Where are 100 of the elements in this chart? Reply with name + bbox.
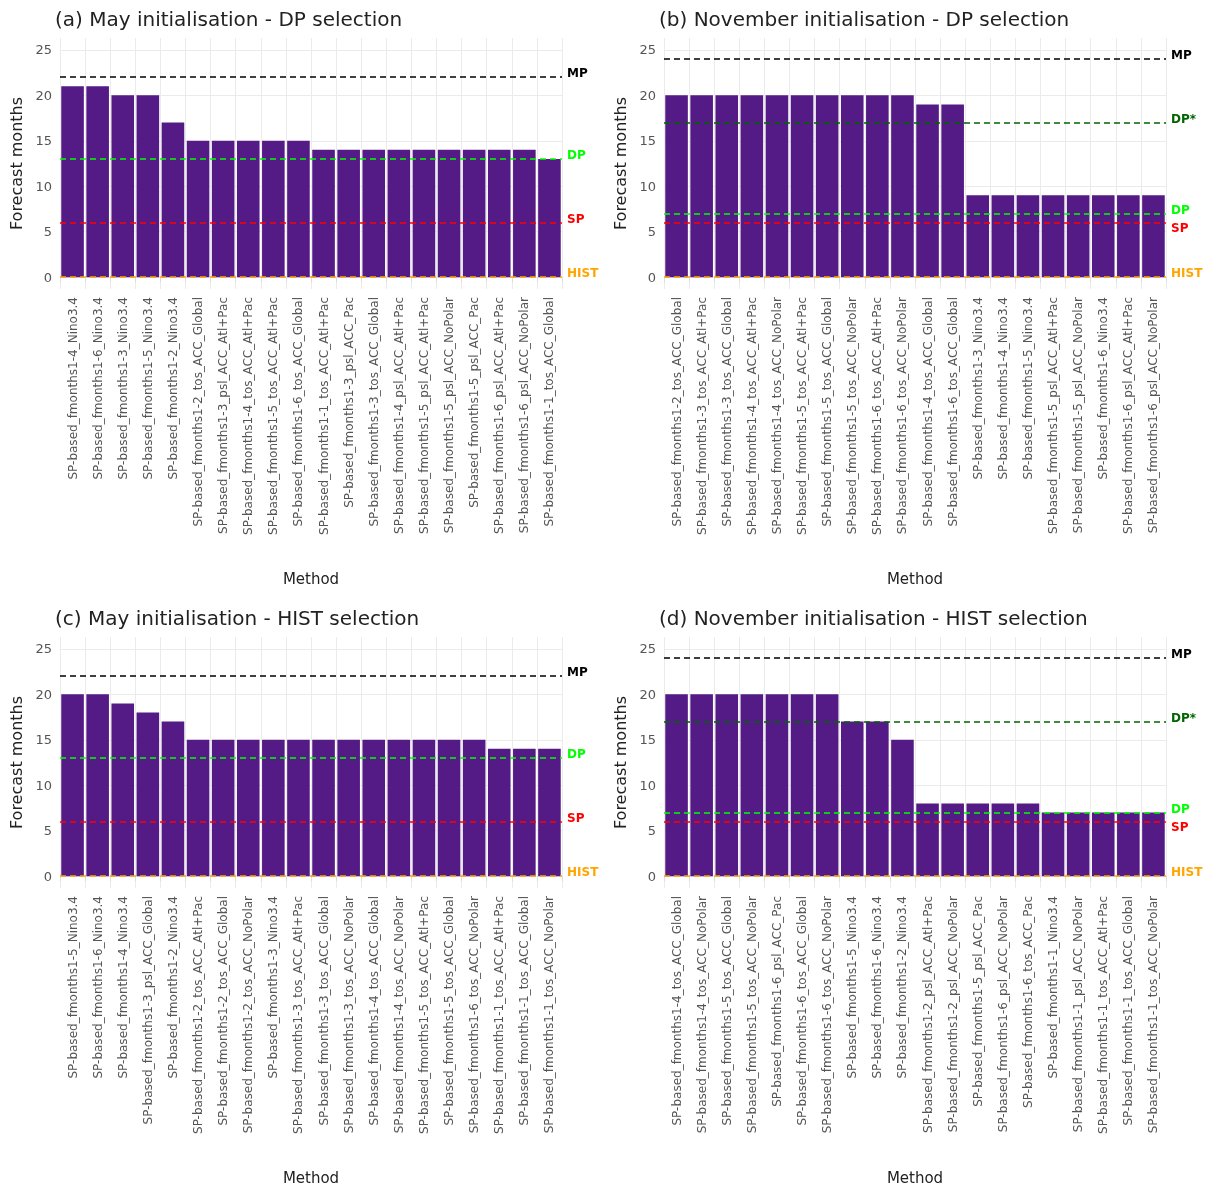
x-tick-label: SP-based_fmonths1-2_Nino3.4 <box>895 896 910 1079</box>
x-axis-title: Method <box>886 569 944 588</box>
x-tick-label: SP-based_fmonths1-6_tos_ACC_Global <box>291 297 306 527</box>
bar <box>362 149 386 278</box>
ref-line-label: DP* <box>1171 111 1197 126</box>
x-tick-label: SP-based_fmonths1-3_psl_ACC_Global <box>140 896 155 1125</box>
bar <box>740 95 764 278</box>
y-tick-label: 25 <box>639 641 656 657</box>
x-tick-label: SP-based_fmonths1-6_psl_ACC_Atl+Pac <box>492 297 507 534</box>
bar <box>312 149 335 278</box>
x-tick-label: SP-based_fmonths1-3_tos_ACC_Global <box>719 297 734 527</box>
y-tick-label: 5 <box>647 823 656 839</box>
y-tick-label: 25 <box>639 42 656 58</box>
x-tick-label: SP-based_fmonths1-6_Nino3.4 <box>90 297 105 480</box>
x-tick-label: SP-based_fmonths1-3_tos_ACC_Global <box>366 297 381 527</box>
bar <box>866 95 889 278</box>
y-axis-title: Forecast months <box>611 96 631 231</box>
bar <box>111 703 135 877</box>
y-axis-title: Forecast months <box>7 96 27 231</box>
ref-line-label: DP <box>567 746 586 761</box>
x-tick-label: SP-based_fmonths1-4_tos_ACC_Global <box>366 896 381 1126</box>
bar <box>765 694 789 877</box>
x-tick-label: SP-based_fmonths1-3_Nino3.4 <box>970 297 985 480</box>
x-tick-label: SP-based_fmonths1-2_tos_ACC_Global <box>669 297 684 527</box>
x-tick-label: SP-based_fmonths1-2_Nino3.4 <box>165 297 180 480</box>
bar <box>715 694 739 877</box>
x-tick-label: SP-based_fmonths1-6_tos_ACC_NoPolar <box>820 895 835 1134</box>
x-tick-label: SP-based_fmonths1-6_tos_ACC_Global <box>945 297 960 527</box>
x-tick-label: SP-based_fmonths1-3_tos_ACC_Atl+Pac <box>694 297 709 535</box>
y-tick-label: 5 <box>647 224 656 240</box>
bar <box>1091 195 1115 278</box>
bar <box>1016 195 1040 278</box>
bar <box>487 748 511 877</box>
ref-line-label: MP <box>567 66 588 81</box>
x-tick-label: SP-based_fmonths1-4_Nino3.4 <box>115 896 130 1079</box>
bar <box>665 95 688 278</box>
ref-line-label: DP <box>567 147 586 162</box>
bar <box>966 803 990 877</box>
y-tick-label: 5 <box>43 823 52 839</box>
x-tick-label: SP-based_fmonths1-6_Nino3.4 <box>1096 297 1111 480</box>
bar <box>815 95 839 278</box>
x-tick-label: SP-based_fmonths1-4_tos_ACC_Atl+Pac <box>744 297 759 535</box>
x-tick-label: SP-based_fmonths1-6_psl_ACC_Atl+Pac <box>1121 297 1136 534</box>
x-tick-label: SP-based_fmonths1-6_tos_ACC_NoPolar <box>895 296 910 535</box>
x-tick-label: SP-based_fmonths1-5_Nino3.4 <box>140 297 155 480</box>
x-tick-label: SP-based_fmonths1-3_Nino3.4 <box>115 297 130 480</box>
x-tick-label: SP-based_fmonths1-2_tos_ACC_Atl+Pac <box>191 896 206 1134</box>
y-tick-label: 0 <box>43 868 52 884</box>
bar <box>790 95 814 278</box>
ref-line-label: SP <box>1171 220 1189 235</box>
bar <box>513 748 536 877</box>
bar <box>1142 812 1165 877</box>
bar <box>136 712 160 877</box>
bar <box>161 122 185 278</box>
ref-line-label: MP <box>567 665 588 680</box>
bar <box>337 739 360 877</box>
y-tick-label: 0 <box>647 269 656 285</box>
x-tick-label: SP-based_fmonths1-1_psl_ACC_NoPolar <box>1071 895 1086 1133</box>
ref-line-label: MP <box>1171 646 1192 661</box>
bar <box>136 95 160 278</box>
x-tick-label: SP-based_fmonths1-4_tos_ACC_NoPolar <box>769 296 784 535</box>
x-tick-label: SP-based_fmonths1-5_Nino3.4 <box>845 896 860 1079</box>
ref-line-label: SP <box>567 810 585 825</box>
x-tick-label: SP-based_fmonths1-1_tos_ACC_Atl+Pac <box>1096 896 1111 1134</box>
y-tick-label: 15 <box>35 732 52 748</box>
y-tick-label: 25 <box>35 42 52 58</box>
bar <box>1142 195 1165 278</box>
y-tick-label: 25 <box>35 641 52 657</box>
bar <box>362 739 386 877</box>
y-tick-label: 5 <box>43 224 52 240</box>
bar <box>538 158 561 278</box>
x-tick-label: SP-based_fmonths1-1_Nino3.4 <box>1046 896 1061 1079</box>
bar <box>991 195 1015 278</box>
bar <box>387 739 411 877</box>
x-tick-label: SP-based_fmonths1-5_tos_ACC_Atl+Pac <box>416 896 431 1134</box>
x-tick-label: SP-based_fmonths1-1_tos_ACC_NoPolar <box>542 895 557 1134</box>
ref-line-label: SP <box>1171 819 1189 834</box>
ref-line-label: DP <box>1171 801 1190 816</box>
bar <box>840 95 864 278</box>
x-tick-label: SP-based_fmonths1-1_tos_ACC_Global <box>517 896 532 1126</box>
x-tick-label: SP-based_fmonths1-2_Nino3.4 <box>165 896 180 1079</box>
bar <box>891 739 914 877</box>
bar <box>916 803 939 877</box>
bar <box>262 739 285 877</box>
bar <box>1016 803 1040 877</box>
x-tick-label: SP-based_fmonths1-6_psl_ACC_NoPolar <box>995 895 1010 1133</box>
x-tick-label: SP-based_fmonths1-5_psl_ACC_Pac <box>467 297 482 508</box>
bar <box>111 95 135 278</box>
chart-title: (d) November initialisation - HIST selection <box>659 606 1088 630</box>
x-tick-label: SP-based_fmonths1-6_psl_ACC_NoPolar <box>517 296 532 534</box>
bar <box>916 104 939 278</box>
bar <box>690 694 713 877</box>
x-tick-label: SP-based_fmonths1-3_psl_ACC_Atl+Pac <box>216 297 231 534</box>
bar <box>337 149 360 278</box>
x-tick-label: SP-based_fmonths1-5_psl_ACC_NoPolar <box>1071 296 1086 534</box>
y-tick-label: 10 <box>639 777 656 793</box>
chart-title: (c) May initialisation - HIST selection <box>55 606 420 630</box>
y-tick-label: 20 <box>639 87 656 103</box>
ref-line-label: HIST <box>1171 865 1204 880</box>
bar <box>86 694 109 877</box>
